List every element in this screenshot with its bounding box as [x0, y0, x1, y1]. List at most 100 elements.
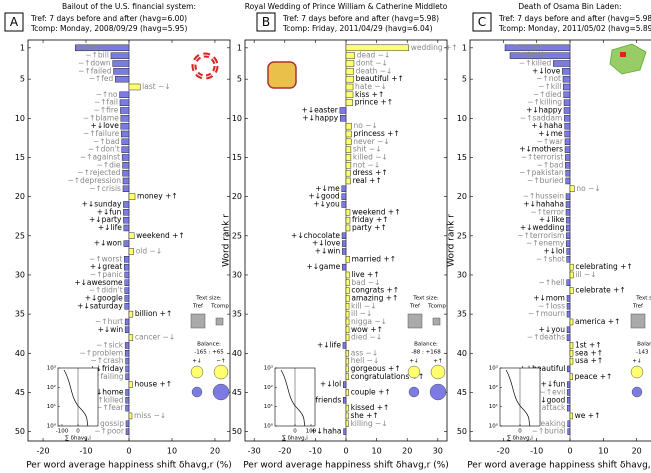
word-label: +↓chocolate — [291, 231, 340, 240]
word-label: +↓fun — [541, 380, 566, 389]
x-tick-label: -20 — [278, 447, 291, 456]
word-label: −↑panic — [90, 270, 123, 279]
bar — [124, 256, 130, 263]
bar — [125, 357, 130, 365]
word-label: −↑breaking — [520, 419, 566, 428]
word-label: +↓fun — [97, 207, 122, 216]
y-tick-label: 30 — [457, 270, 467, 279]
bar — [121, 138, 130, 146]
bar — [345, 310, 350, 318]
cdf-x-tick-label: 0 — [518, 429, 522, 435]
inset-text: Text size: — [195, 296, 222, 302]
bar — [563, 107, 571, 114]
bar — [125, 397, 130, 404]
word-label: dont −↓ — [356, 58, 388, 67]
bar — [345, 52, 355, 59]
bar — [569, 350, 574, 357]
bar — [345, 44, 409, 52]
bar — [125, 404, 130, 412]
inset-text: Balance: — [414, 342, 438, 348]
word-label: +↓win — [98, 325, 124, 334]
inset-text: Text size: — [635, 296, 651, 302]
word-label: cancer −↓ — [135, 333, 175, 342]
x-tick-label: 20 — [632, 447, 642, 456]
word-label: house +↑ — [134, 380, 172, 389]
bar — [342, 342, 347, 349]
bar — [124, 287, 130, 294]
panel: Royal Wedding of Prince William & Cather… — [222, 2, 458, 471]
bar — [345, 256, 350, 263]
word-label: ass −↓ — [351, 348, 378, 357]
panel-letter-box — [4, 12, 24, 32]
y-tick-label: 45 — [232, 388, 242, 397]
word-label: −↑problem — [80, 348, 124, 357]
word-label: bailout — [77, 43, 103, 52]
bar — [339, 115, 347, 122]
word-label: hell −↓ — [351, 356, 380, 365]
bar — [345, 216, 351, 224]
bar — [345, 287, 350, 294]
bar — [124, 342, 130, 349]
panel-letter: B — [262, 15, 270, 29]
bar — [110, 52, 130, 59]
cdf-y-tick-label: 10² — [489, 384, 498, 391]
x-tick-label: -20 — [497, 447, 510, 456]
word-label: −↑worst — [89, 254, 122, 263]
word-label: −↑killed — [91, 395, 124, 404]
word-label: −↑war — [537, 137, 564, 146]
bar — [566, 310, 571, 318]
balance-circle — [408, 386, 420, 398]
panel-title: Royal Wedding of Prince William & Cather… — [245, 2, 448, 11]
bar — [345, 295, 350, 302]
bar — [345, 169, 351, 177]
panel-letter: C — [478, 15, 486, 29]
word-label: −↑burial — [532, 427, 566, 436]
word-label: −↑loss — [538, 301, 565, 310]
word-label: +↓good — [534, 395, 566, 404]
word-label: −↑bill — [85, 51, 109, 60]
cdf-y-tick-label: 10² — [264, 384, 273, 391]
word-label: congratulations +↑ — [351, 372, 425, 381]
bar — [124, 303, 130, 310]
inset-text: Text size: — [412, 296, 439, 302]
y-tick-label: 1 — [237, 43, 242, 52]
cdf-x-label: ∑ δhavg,i — [282, 436, 308, 442]
bar — [567, 381, 571, 388]
y-tick-label: 25 — [232, 231, 242, 240]
panel-letter: A — [10, 15, 19, 29]
word-label: kill −↓ — [351, 301, 377, 310]
bar — [345, 209, 351, 216]
y-tick-label: 15 — [15, 153, 25, 162]
word-label: +↓won — [94, 239, 122, 248]
y-tick-label: 45 — [15, 388, 25, 397]
word-label: −↑death — [512, 51, 546, 60]
word-label: −↑fed — [89, 74, 114, 83]
bar — [128, 83, 141, 91]
bar — [567, 404, 571, 412]
lifebuoy-icon — [193, 54, 217, 78]
bar — [565, 162, 571, 169]
y-tick-label: 35 — [232, 310, 242, 319]
bar — [345, 75, 354, 83]
bar — [345, 420, 349, 427]
bar — [566, 232, 571, 240]
cdf-curve — [63, 369, 89, 427]
word-label: +↓good — [308, 192, 340, 201]
bar — [345, 60, 355, 67]
bar — [345, 177, 351, 185]
cdf-y-tick-label: 10⁰ — [489, 423, 499, 430]
x-tick-label: 0 — [343, 447, 348, 456]
word-label: celebrate +↑ — [575, 286, 625, 295]
bar — [120, 122, 130, 130]
size-square — [432, 317, 441, 326]
bar — [120, 115, 130, 122]
word-label: −↑fire — [94, 105, 119, 114]
word-label: −↑mourn — [528, 309, 565, 318]
word-label: last −↓ — [142, 82, 170, 91]
panel-subtitle: Tref: 7 days before and after (havg=5.98… — [282, 14, 439, 23]
balance-symbol: +↑ — [433, 358, 442, 365]
bar — [564, 146, 571, 153]
y-tick-label: 40 — [15, 349, 25, 358]
word-label: death −↓ — [356, 66, 393, 75]
bar — [566, 279, 571, 286]
